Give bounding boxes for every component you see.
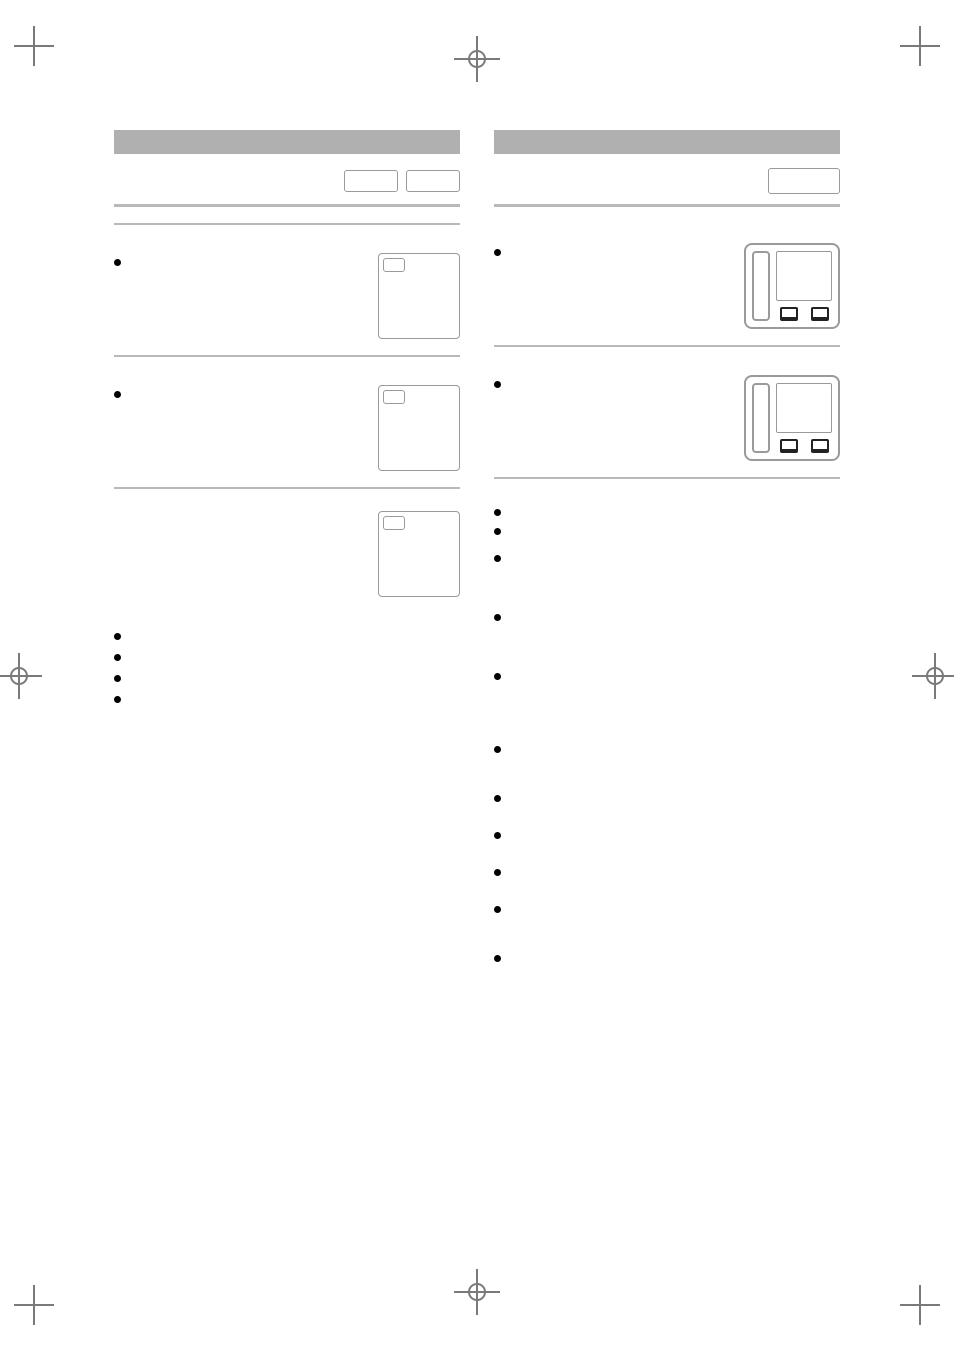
right-bullet-4 bbox=[494, 608, 840, 621]
crop-mark-top-left bbox=[14, 26, 54, 66]
crop-mark-top-right bbox=[900, 26, 940, 66]
right-bullet-11 bbox=[494, 949, 840, 962]
card-tab bbox=[383, 258, 405, 272]
bullet-icon bbox=[114, 633, 121, 640]
right-item-2 bbox=[494, 375, 840, 461]
bullet-icon bbox=[494, 555, 501, 562]
phone-handset bbox=[752, 383, 770, 453]
phone-keys bbox=[776, 307, 832, 321]
phone-body bbox=[776, 383, 832, 453]
right-bullet-2 bbox=[494, 522, 840, 535]
left-bullet-d bbox=[114, 690, 460, 703]
bullet-icon bbox=[494, 249, 501, 256]
bullet-icon bbox=[114, 259, 121, 266]
left-heading-keyboxes bbox=[336, 170, 460, 192]
phone-illustration bbox=[744, 243, 840, 329]
right-heading-keyboxes bbox=[760, 168, 840, 194]
phone-handset bbox=[752, 251, 770, 321]
right-column bbox=[494, 130, 840, 1221]
bullet-icon bbox=[494, 869, 501, 876]
left-subsection-rule-3 bbox=[114, 487, 460, 489]
left-bullet-c bbox=[114, 669, 460, 682]
phone-screen bbox=[776, 383, 832, 433]
crop-mark-bottom-left bbox=[14, 1285, 54, 1325]
registration-mark-top bbox=[454, 36, 500, 82]
bullet-icon bbox=[494, 528, 501, 535]
right-section-label bbox=[494, 130, 840, 154]
phone-screen bbox=[776, 251, 832, 301]
card-illustration bbox=[378, 511, 460, 597]
bullet-icon bbox=[494, 614, 501, 621]
page bbox=[0, 0, 954, 1351]
bullet-icon bbox=[494, 795, 501, 802]
phone-keys bbox=[776, 439, 832, 453]
bullet-icon bbox=[494, 673, 501, 680]
phone-illustration bbox=[744, 375, 840, 461]
left-section-label bbox=[114, 130, 460, 154]
registration-mark-bottom bbox=[454, 1269, 500, 1315]
right-bullet-5 bbox=[494, 667, 840, 680]
right-bullet-8 bbox=[494, 826, 840, 839]
right-bullet-1 bbox=[494, 503, 840, 516]
right-heading-row bbox=[494, 164, 840, 207]
left-bullet-a bbox=[114, 627, 460, 640]
left-heading-row bbox=[114, 164, 460, 207]
key-box bbox=[344, 170, 398, 192]
bullet-icon bbox=[494, 509, 501, 516]
bullet-icon bbox=[494, 381, 501, 388]
bullet-icon bbox=[494, 955, 501, 962]
left-item-2 bbox=[114, 385, 460, 471]
bullet-icon bbox=[494, 746, 501, 753]
right-bullet-10 bbox=[494, 900, 840, 913]
right-subsection-rule-2 bbox=[494, 477, 840, 479]
right-bullet-3 bbox=[494, 549, 840, 562]
phone-key bbox=[811, 439, 829, 453]
key-box bbox=[768, 168, 840, 194]
card-tab bbox=[383, 516, 405, 530]
registration-mark-right bbox=[912, 653, 954, 699]
phone-body bbox=[776, 251, 832, 321]
phone-key bbox=[780, 439, 798, 453]
card-illustration bbox=[378, 385, 460, 471]
left-subsection-rule-2 bbox=[114, 355, 460, 357]
crop-mark-bottom-right bbox=[900, 1285, 940, 1325]
bullet-icon bbox=[494, 832, 501, 839]
left-column bbox=[114, 130, 460, 1221]
right-bullet-6 bbox=[494, 740, 840, 753]
card-illustration bbox=[378, 253, 460, 339]
card-tab bbox=[383, 390, 405, 404]
bullet-icon bbox=[114, 696, 121, 703]
phone-key bbox=[780, 307, 798, 321]
bullet-icon bbox=[114, 675, 121, 682]
content-columns bbox=[114, 130, 840, 1221]
bullet-icon bbox=[494, 906, 501, 913]
key-box bbox=[406, 170, 460, 192]
bullet-icon bbox=[114, 391, 121, 398]
left-bullet-b bbox=[114, 648, 460, 661]
phone-key bbox=[811, 307, 829, 321]
bullet-icon bbox=[114, 654, 121, 661]
right-subsection-rule-1 bbox=[494, 345, 840, 347]
left-subsection-rule-1 bbox=[114, 223, 460, 225]
left-item-3 bbox=[114, 511, 460, 597]
registration-mark-left bbox=[0, 653, 42, 699]
right-bullet-9 bbox=[494, 863, 840, 876]
right-item-1 bbox=[494, 243, 840, 329]
right-bullet-7 bbox=[494, 789, 840, 802]
left-item-1 bbox=[114, 253, 460, 339]
